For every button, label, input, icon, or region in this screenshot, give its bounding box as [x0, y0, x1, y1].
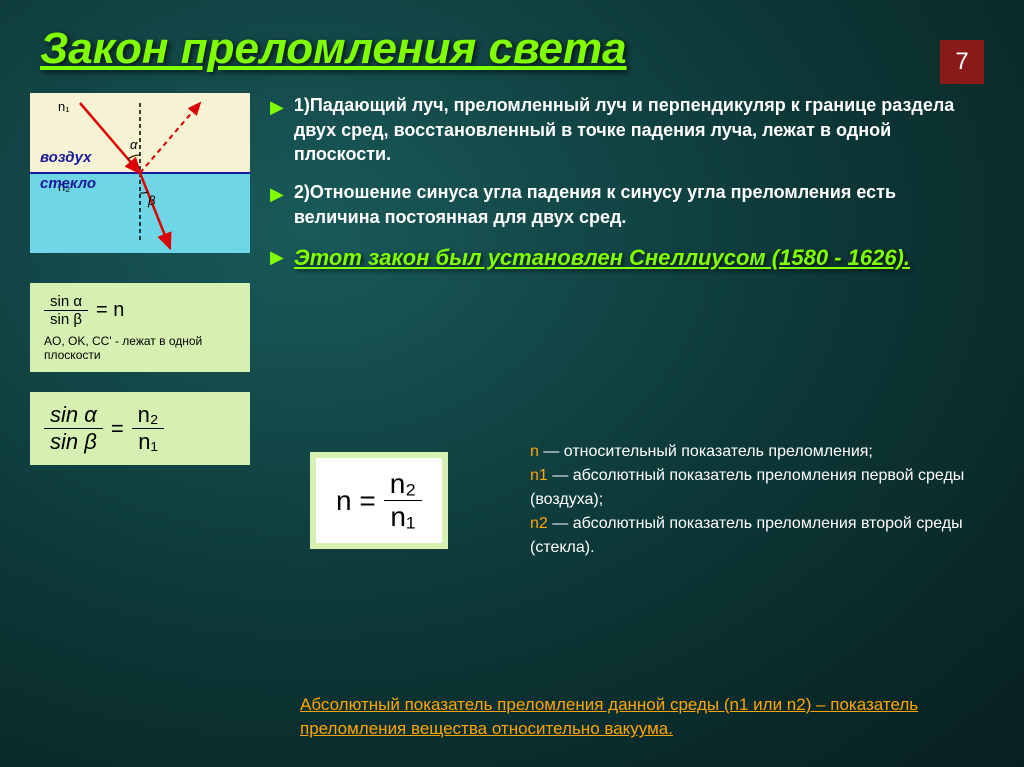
bullet-icon: ▶ [270, 95, 284, 166]
point-1: ▶ 1)Падающий луч, преломленный луч и пер… [270, 93, 964, 166]
point-2: ▶ 2)Отношение синуса угла падения к сину… [270, 180, 964, 229]
n1-label: n₁ [58, 99, 70, 114]
law-points: ▶ 1)Падающий луч, преломленный луч и пер… [270, 93, 964, 272]
def-n2: n2 — абсолютный показатель преломления в… [530, 512, 970, 560]
def-n: n — относительный показатель преломления… [530, 440, 970, 464]
svg-text:α: α [130, 137, 138, 152]
formula-2: sin α sin β = n₂ n₁ [30, 392, 250, 465]
fmid-lhs: n = [336, 485, 376, 517]
def-n1: n1 — абсолютный показатель преломления п… [530, 464, 970, 512]
fmid-num: n₂ [384, 468, 422, 501]
f2-den2: n₁ [132, 429, 165, 455]
bullet-icon: ▶ [270, 182, 284, 229]
slide-number: 7 [940, 40, 984, 84]
formula-1: sin α sin β = n AO, OK, CC' - лежат в од… [30, 283, 250, 372]
bullet-icon: ▶ [270, 245, 284, 273]
f2-den: sin β [44, 429, 103, 455]
f2-eq: = [111, 416, 124, 442]
refraction-diagram: α β n₁ n₂ воздух стекло [30, 93, 250, 253]
ray-diagram-svg: α β [30, 93, 250, 253]
left-column: α β n₁ n₂ воздух стекло sin α sin β = n … [0, 93, 260, 485]
definitions: n — относительный показатель преломления… [530, 440, 970, 560]
f2-num: sin α [44, 402, 103, 429]
svg-text:β: β [147, 193, 156, 208]
medium1-label: воздух [40, 149, 91, 166]
right-column: ▶ 1)Падающий луч, преломленный луч и пер… [260, 93, 1024, 485]
f1-note: AO, OK, CC' - лежат в одной плоскости [44, 334, 236, 362]
page-title: Закон преломления света [0, 0, 1024, 93]
f1-num: sin α [44, 293, 88, 311]
f2-num2: n₂ [132, 402, 165, 429]
snellius-note: ▶ Этот закон был установлен Снеллиусом (… [270, 243, 964, 273]
fmid-den: n₁ [384, 501, 422, 533]
f1-rhs: = n [96, 299, 124, 322]
bottom-note: Абсолютный показатель преломления данной… [300, 693, 980, 742]
formula-mid: n = n₂ n₁ [310, 452, 448, 549]
f1-den: sin β [44, 311, 88, 328]
content-area: α β n₁ n₂ воздух стекло sin α sin β = n … [0, 93, 1024, 485]
medium2-label: стекло [40, 175, 96, 192]
